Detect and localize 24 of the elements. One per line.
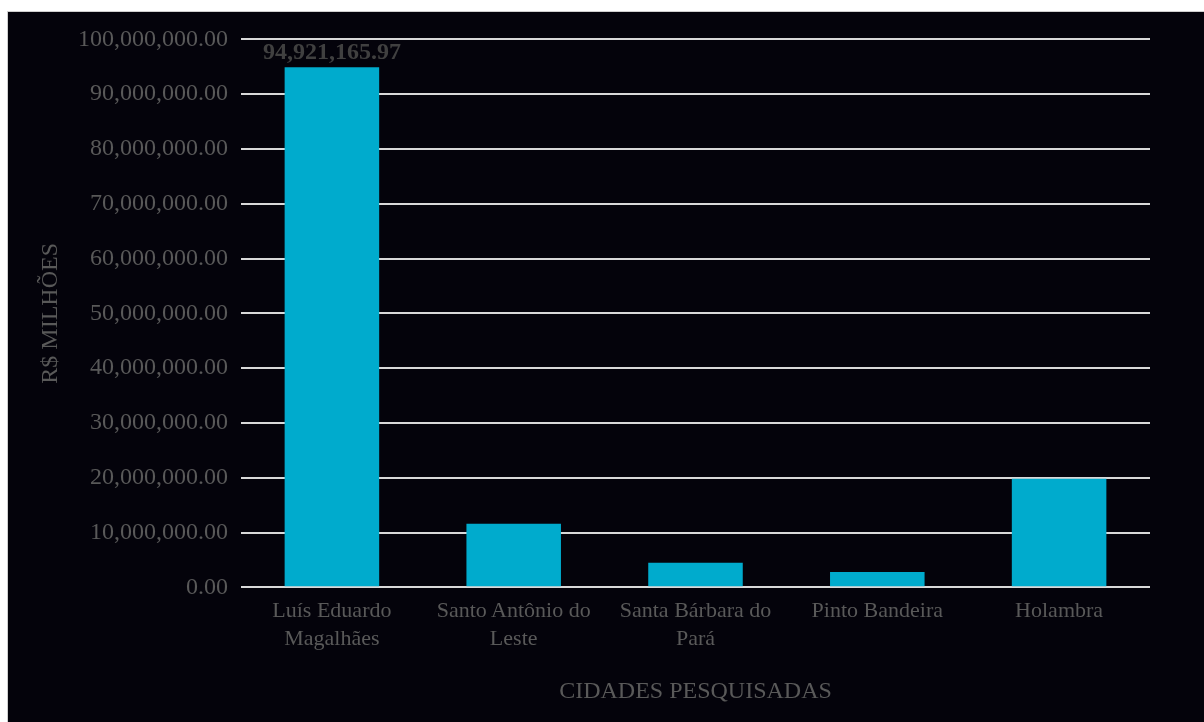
bar: [648, 562, 743, 587]
y-tick-label: 10,000,000.00: [90, 517, 228, 544]
x-tick-label: Holambra: [1015, 597, 1104, 623]
y-tick-label: 40,000,000.00: [90, 353, 228, 380]
y-tick-label: 100,000,000.00: [78, 24, 228, 51]
y-tick-label: 20,000,000.00: [90, 463, 228, 490]
x-tick-label: Luís Eduardo Magalhães: [272, 597, 392, 651]
y-tick-label: 0.00: [186, 572, 228, 599]
y-axis-title: R$ MILHÕES: [35, 243, 62, 384]
data-label: 94,921,165.97: [262, 38, 401, 65]
bar: [1011, 478, 1107, 587]
x-tick-label: Santa Bárbara do Pará: [619, 597, 772, 651]
x-axis-title: CIDADES PESQUISADAS: [559, 676, 832, 703]
y-tick-label: 80,000,000.00: [90, 134, 228, 161]
y-tick-label: 30,000,000.00: [90, 408, 228, 435]
y-tick-label: 50,000,000.00: [90, 298, 228, 325]
bar: [284, 67, 380, 587]
y-tick-label: 60,000,000.00: [90, 243, 228, 270]
bar: [830, 571, 925, 587]
bar: [466, 523, 561, 587]
y-tick-label: 70,000,000.00: [90, 189, 228, 216]
x-tick-label: Pinto Bandeira: [811, 597, 944, 623]
x-tick-label: Santo Antônio do Leste: [436, 597, 591, 651]
y-tick-label: 90,000,000.00: [90, 79, 228, 106]
